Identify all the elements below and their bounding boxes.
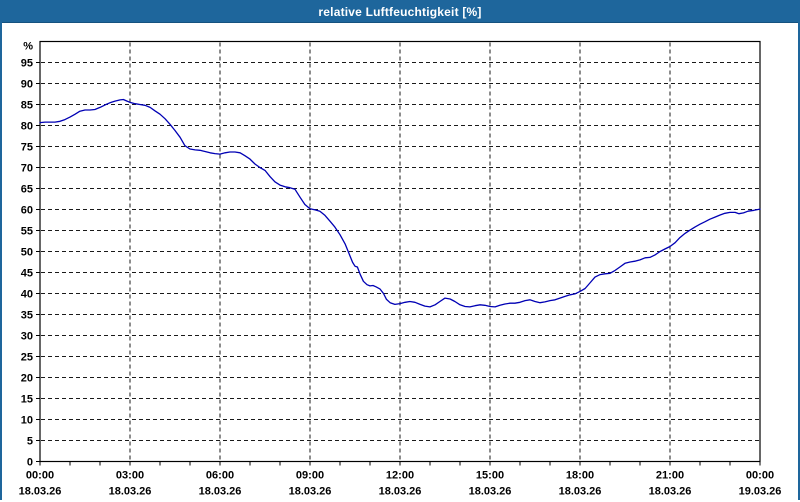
x-tick-time-label: 00:00 [26,470,54,482]
y-tick-label: 25 [21,352,33,364]
y-tick-label: 5 [27,436,33,448]
x-tick-time-label: 21:00 [656,470,684,482]
y-tick-label: 80 [21,121,33,133]
y-tick-label: 40 [21,289,33,301]
y-tick-label: 70 [21,163,33,175]
y-tick-label: 75 [21,142,33,154]
y-tick-label: 85 [21,100,33,112]
x-tick-date-label: 18.03.26 [289,486,332,498]
y-axis-unit-label: % [23,41,33,53]
x-tick-time-label: 00:00 [746,470,774,482]
x-tick-time-label: 09:00 [296,470,324,482]
x-tick-date-label: 18.03.26 [559,486,602,498]
y-tick-label: 45 [21,268,33,280]
y-tick-label: 20 [21,373,33,385]
y-tick-label: 30 [21,331,33,343]
title-bar: relative Luftfeuchtigkeit [%] [2,2,798,23]
y-tick-label: 0 [27,457,33,469]
y-tick-label: 55 [21,226,33,238]
x-tick-time-label: 18:00 [566,470,594,482]
x-tick-date-label: 18.03.26 [19,486,62,498]
x-tick-date-label: 18.03.26 [649,486,692,498]
x-tick-date-label: 18.03.26 [109,486,152,498]
chart-canvas: 0 5 10 15 20 25 30 35 40 45 50 55 60 65 70 75 80 85 90 95% 0… [19,41,782,498]
y-tick-label: 35 [21,310,33,322]
y-tick-label: 65 [21,184,33,196]
x-tick-date-label: 19.03.26 [739,486,782,498]
x-tick-date-label: 18.03.26 [199,486,242,498]
y-tick-label: 50 [21,247,33,259]
window-title: relative Luftfeuchtigkeit [%] [318,5,482,19]
y-tick-label: 95 [21,58,33,70]
x-tick-time-label: 06:00 [206,470,234,482]
humidity-line [39,98,761,308]
y-tick-label: 90 [21,79,33,91]
x-tick-time-label: 12:00 [386,470,414,482]
y-tick-label: 60 [21,205,33,217]
y-tick-label: 15 [21,394,33,406]
humidity-chart: 0 5 10 15 20 25 30 35 40 45 50 55 60 65 70 75 80 85 90 95% 0… [2,23,798,502]
x-tick-time-label: 03:00 [116,470,144,482]
x-tick-date-label: 18.03.26 [469,486,512,498]
x-tick-time-label: 15:00 [476,470,504,482]
y-tick-label: 10 [21,415,33,427]
x-tick-date-label: 18.03.26 [379,486,422,498]
